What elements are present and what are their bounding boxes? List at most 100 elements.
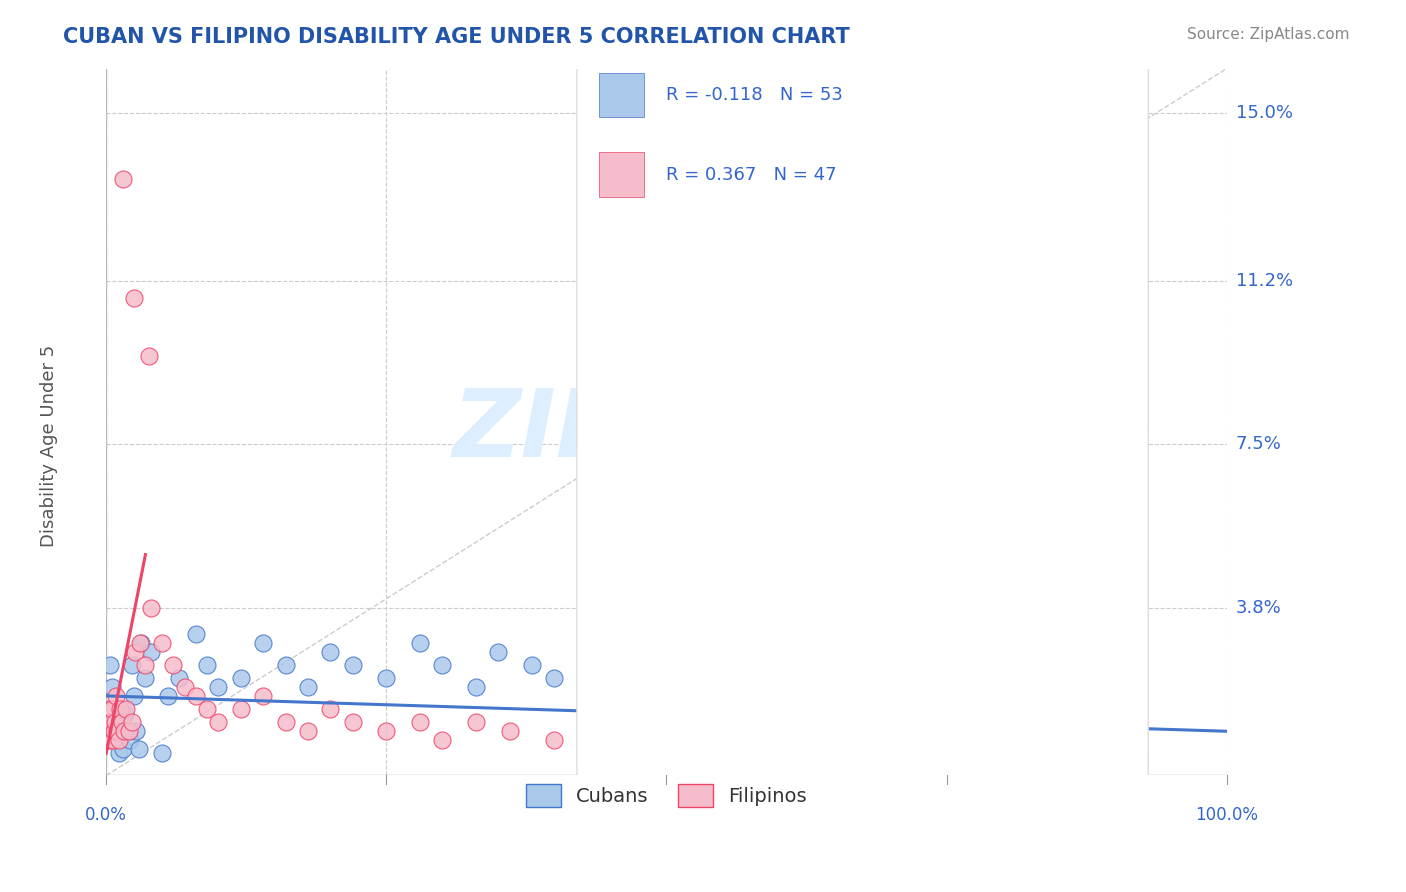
Point	[319, 645, 342, 659]
Point	[107, 747, 129, 761]
Text: Disability Age Under 5: Disability Age Under 5	[41, 345, 58, 547]
Point	[97, 733, 120, 747]
Point	[655, 636, 678, 650]
Point	[121, 657, 143, 672]
Point	[207, 680, 229, 694]
Point	[969, 680, 991, 694]
Point	[125, 724, 148, 739]
Text: 7.5%: 7.5%	[1236, 435, 1282, 453]
Point	[342, 715, 364, 730]
Point	[375, 724, 398, 739]
Point	[229, 671, 252, 685]
Text: ZIPatlas: ZIPatlas	[453, 384, 880, 477]
Point	[576, 724, 599, 739]
Point	[101, 702, 124, 716]
Point	[711, 657, 734, 672]
Point	[150, 636, 173, 650]
Point	[610, 715, 633, 730]
Point	[1070, 680, 1092, 694]
Point	[150, 747, 173, 761]
Point	[100, 715, 122, 730]
Point	[114, 706, 136, 721]
Point	[103, 724, 125, 739]
Point	[138, 349, 160, 363]
Point	[115, 702, 138, 716]
Point	[711, 715, 734, 730]
Point	[409, 636, 432, 650]
Point	[112, 742, 135, 756]
Text: Source: ZipAtlas.com: Source: ZipAtlas.com	[1187, 27, 1350, 42]
Point	[105, 733, 128, 747]
Point	[633, 671, 655, 685]
Point	[112, 172, 135, 186]
Point	[103, 724, 125, 739]
Point	[297, 680, 319, 694]
Point	[101, 680, 124, 694]
Point	[108, 702, 131, 716]
Point	[745, 680, 768, 694]
Point	[121, 715, 143, 730]
Text: 0.0%: 0.0%	[86, 806, 127, 824]
Point	[122, 291, 145, 305]
Point	[110, 715, 132, 730]
Point	[128, 636, 150, 650]
Point	[252, 636, 274, 650]
Text: 11.2%: 11.2%	[1236, 271, 1294, 290]
Point	[274, 657, 297, 672]
Point	[465, 680, 488, 694]
Point	[465, 715, 488, 730]
Text: 3.8%: 3.8%	[1236, 599, 1281, 616]
Point	[104, 715, 127, 730]
Point	[655, 733, 678, 747]
Point	[128, 742, 150, 756]
Point	[195, 657, 218, 672]
Point	[543, 733, 565, 747]
Point	[1126, 689, 1149, 703]
Point	[167, 671, 190, 685]
Point	[274, 715, 297, 730]
Point	[101, 733, 124, 747]
Text: R = -0.118   N = 53: R = -0.118 N = 53	[666, 86, 844, 104]
Point	[162, 657, 184, 672]
Point	[117, 724, 139, 739]
Point	[689, 645, 711, 659]
Point	[98, 702, 121, 716]
Point	[824, 671, 846, 685]
Point	[486, 645, 509, 659]
Point	[498, 724, 520, 739]
Point	[105, 689, 128, 703]
Text: 100.0%: 100.0%	[1195, 806, 1258, 824]
Point	[156, 689, 179, 703]
Legend: Cubans, Filipinos: Cubans, Filipinos	[517, 776, 815, 815]
Point	[98, 733, 121, 747]
Point	[856, 689, 879, 703]
Point	[98, 724, 121, 739]
Point	[432, 733, 454, 747]
Point	[122, 689, 145, 703]
Bar	[599, 73, 644, 117]
Point	[319, 702, 342, 716]
Point	[342, 657, 364, 672]
Point	[111, 715, 134, 730]
Point	[184, 627, 207, 641]
Point	[107, 733, 129, 747]
Point	[432, 657, 454, 672]
Point	[252, 689, 274, 703]
Point	[901, 657, 924, 672]
Point	[543, 671, 565, 685]
Text: 15.0%: 15.0%	[1236, 103, 1292, 121]
FancyBboxPatch shape	[576, 0, 1149, 892]
Point	[184, 689, 207, 703]
Point	[173, 680, 195, 694]
Point	[678, 724, 700, 739]
Point	[1014, 689, 1036, 703]
Point	[129, 636, 152, 650]
Point	[520, 657, 543, 672]
Point	[139, 645, 162, 659]
Text: CUBAN VS FILIPINO DISABILITY AGE UNDER 5 CORRELATION CHART: CUBAN VS FILIPINO DISABILITY AGE UNDER 5…	[63, 27, 851, 46]
Point	[229, 702, 252, 716]
Point	[139, 600, 162, 615]
Point	[409, 715, 432, 730]
Point	[375, 671, 398, 685]
Point	[610, 657, 633, 672]
